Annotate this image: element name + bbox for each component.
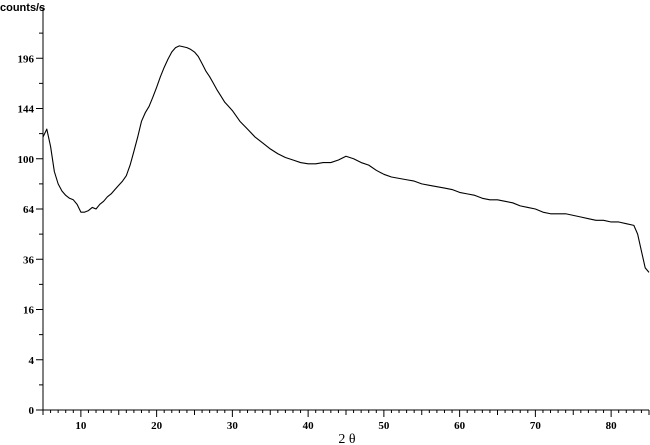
ticks xyxy=(36,7,650,417)
axes xyxy=(42,8,649,411)
y-tick-label: 144 xyxy=(18,104,35,116)
x-axis-title: 2 θ xyxy=(338,432,356,445)
series-line-0 xyxy=(42,45,650,273)
x-tick-label: 80 xyxy=(606,420,618,432)
x-tick-label: 10 xyxy=(75,420,87,432)
x-tick-label: 70 xyxy=(530,420,542,432)
x-tick-label: 20 xyxy=(151,420,163,432)
x-tick-label: 30 xyxy=(227,420,239,432)
tick-labels: 10 20 30 40 50 60 70 80 0 4 16 36 64 100 144 196 xyxy=(18,53,618,432)
y-tick-label: 100 xyxy=(18,154,35,166)
x-tick-label: 40 xyxy=(303,420,315,432)
y-axis-title: counts/s xyxy=(0,2,45,14)
y-tick-label: 196 xyxy=(18,53,35,65)
x-tick-label: 60 xyxy=(454,420,466,432)
y-tick-label: 0 xyxy=(29,405,35,417)
y-tick-label: 16 xyxy=(23,305,35,317)
y-tick-label: 4 xyxy=(29,355,35,367)
y-tick-label: 36 xyxy=(23,254,35,266)
series xyxy=(42,45,650,273)
y-tick-label: 64 xyxy=(23,204,35,216)
x-tick-label: 50 xyxy=(378,420,390,432)
